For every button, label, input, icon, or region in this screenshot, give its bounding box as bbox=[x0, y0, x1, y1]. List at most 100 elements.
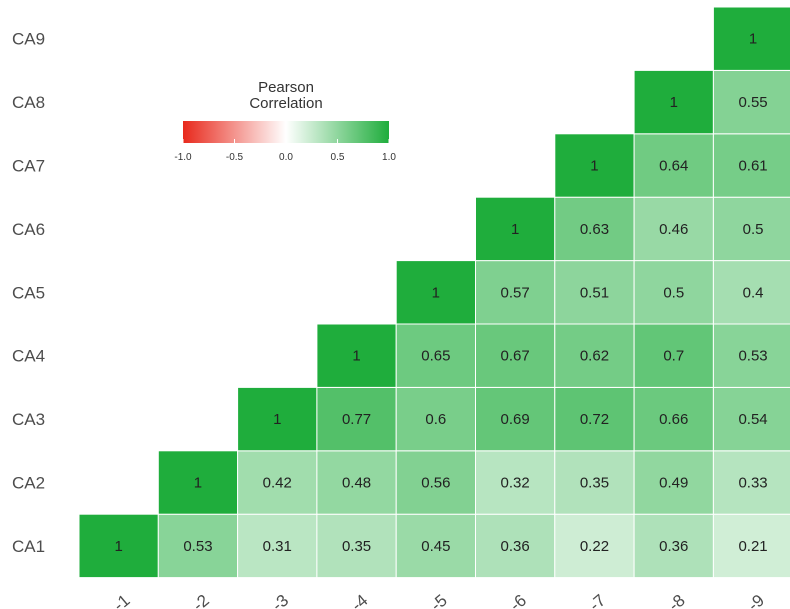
cell-value-label: 0.53 bbox=[738, 348, 767, 365]
cell-value-label: 0.46 bbox=[659, 221, 688, 238]
legend-tick-label: 0.5 bbox=[331, 152, 345, 163]
cell-value-label: 0.35 bbox=[580, 475, 609, 492]
heatmap-cell bbox=[475, 196, 556, 262]
cell-value-label: 0.61 bbox=[738, 158, 767, 175]
legend-colorbar bbox=[183, 121, 389, 143]
cell-value-label: 0.51 bbox=[580, 284, 609, 301]
heatmap-cell bbox=[395, 513, 477, 579]
cell-value-label: 0.69 bbox=[501, 411, 530, 428]
heatmap-cell bbox=[395, 260, 477, 325]
cell-value-label: 1 bbox=[352, 348, 360, 365]
legend-tick-label: 0.0 bbox=[279, 152, 293, 163]
heatmap-cell bbox=[633, 386, 714, 452]
cell-value-label: 0.45 bbox=[421, 538, 450, 555]
heatmap-cell bbox=[712, 386, 790, 452]
row-label: CA8 bbox=[12, 93, 45, 112]
row-label: CA2 bbox=[12, 474, 45, 493]
cell-value-label: 0.5 bbox=[743, 221, 764, 238]
x-tick-label: -4 bbox=[348, 591, 372, 609]
legend-tick-label: 1.0 bbox=[382, 152, 396, 163]
legend-title-line2: Correlation bbox=[249, 95, 322, 112]
heatmap-cell bbox=[475, 323, 556, 388]
cell-value-label: 0.65 bbox=[421, 348, 450, 365]
cell-value-label: 0.55 bbox=[738, 94, 767, 111]
heatmap-cell bbox=[712, 196, 790, 262]
legend-ticks: -1.0 -0.5 0.0 0.5 1.0 bbox=[174, 139, 396, 163]
heatmap-cell bbox=[633, 513, 714, 579]
cell-value-label: 0.64 bbox=[659, 158, 688, 175]
heatmap-cell bbox=[316, 513, 397, 579]
heatmap-cell bbox=[78, 513, 159, 579]
cell-value-label: 1 bbox=[114, 538, 122, 555]
heatmap-cells: 1 0.53 0.31 0.35 0.45 0.36 0.22 0.36 0.21 1 0.42 0.… bbox=[78, 6, 790, 579]
cell-value-label: 0.36 bbox=[501, 538, 530, 555]
cell-value-label: 1 bbox=[670, 94, 678, 111]
cell-value-label: 0.72 bbox=[580, 411, 609, 428]
heatmap-cell bbox=[395, 450, 477, 515]
heatmap-cell bbox=[157, 450, 239, 515]
x-tick-label: -1 bbox=[110, 591, 134, 609]
heatmap-cell bbox=[316, 386, 397, 452]
cell-value-label: 0.32 bbox=[501, 475, 530, 492]
x-tick-label: -8 bbox=[665, 591, 689, 609]
heatmap-cell bbox=[554, 196, 635, 262]
heatmap-cell bbox=[475, 260, 556, 325]
cell-value-label: 0.4 bbox=[743, 284, 764, 301]
heatmap-cell bbox=[554, 386, 635, 452]
heatmap-cell bbox=[316, 323, 397, 388]
heatmap-cell bbox=[633, 133, 714, 198]
cell-value-label: 0.22 bbox=[580, 538, 609, 555]
cell-value-label: 0.54 bbox=[738, 411, 767, 428]
cell-value-label: 1 bbox=[511, 221, 519, 238]
cell-value-label: 0.57 bbox=[501, 284, 530, 301]
row-label: CA1 bbox=[12, 537, 45, 556]
heatmap-cell bbox=[554, 133, 635, 198]
cell-value-label: 0.56 bbox=[421, 475, 450, 492]
x-tick-label: -9 bbox=[744, 591, 768, 609]
legend: Pearson Correlation -1.0 -0.5 0.0 0.5 1.0 bbox=[174, 79, 396, 163]
heatmap-cell bbox=[475, 386, 556, 452]
row-label: CA7 bbox=[12, 157, 45, 176]
heatmap-cell bbox=[712, 513, 790, 579]
heatmap-cell bbox=[316, 450, 397, 515]
legend-tick-label: -0.5 bbox=[226, 152, 244, 163]
cell-value-label: 0.42 bbox=[263, 475, 292, 492]
cell-value-label: 0.67 bbox=[501, 348, 530, 365]
cell-value-label: 1 bbox=[194, 475, 202, 492]
legend-gradient-bar bbox=[183, 121, 389, 143]
heatmap-cell bbox=[633, 260, 714, 325]
cell-value-label: 0.66 bbox=[659, 411, 688, 428]
x-tick-label: -2 bbox=[189, 591, 213, 609]
cell-value-label: 0.33 bbox=[738, 475, 767, 492]
cell-value-label: 1 bbox=[749, 31, 757, 48]
cell-value-label: 1 bbox=[590, 158, 598, 175]
row-label: CA4 bbox=[12, 347, 45, 366]
row-label: CA5 bbox=[12, 283, 45, 302]
cell-value-label: 0.5 bbox=[663, 284, 684, 301]
heatmap-cell bbox=[157, 513, 239, 579]
cell-value-label: 0.53 bbox=[183, 538, 212, 555]
heatmap-cell bbox=[633, 69, 714, 135]
heatmap-cell bbox=[475, 450, 556, 515]
row-label: CA9 bbox=[12, 30, 45, 49]
row-label: CA6 bbox=[12, 220, 45, 239]
cell-value-label: 0.36 bbox=[659, 538, 688, 555]
x-tick-label: -5 bbox=[427, 591, 451, 609]
cell-value-label: 0.21 bbox=[738, 538, 767, 555]
cell-value-label: 0.63 bbox=[580, 221, 609, 238]
x-tick-label: -6 bbox=[506, 591, 530, 609]
cell-value-label: 0.31 bbox=[263, 538, 292, 555]
x-tick-label: -3 bbox=[268, 591, 292, 609]
heatmap-cell bbox=[237, 386, 318, 452]
legend-tick-label: -1.0 bbox=[174, 152, 192, 163]
heatmap-cell bbox=[554, 513, 635, 579]
heatmap-cell bbox=[395, 386, 477, 452]
heatmap-cell bbox=[712, 6, 790, 71]
cell-value-label: 0.6 bbox=[425, 411, 446, 428]
row-labels: CA1 CA2 CA3 CA4 CA5 CA6 CA7 CA8 CA9 bbox=[12, 30, 45, 556]
cell-value-label: 1 bbox=[432, 284, 440, 301]
cell-value-label: 0.49 bbox=[659, 475, 688, 492]
heatmap-cell bbox=[475, 513, 556, 579]
heatmap-cell bbox=[712, 323, 790, 388]
heatmap-cell bbox=[633, 323, 714, 388]
